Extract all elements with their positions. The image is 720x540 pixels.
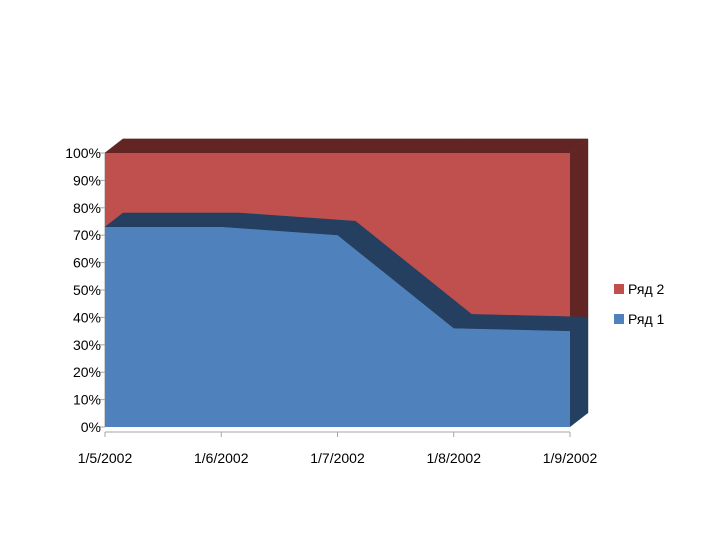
x-tick-label: 1/5/2002 — [78, 450, 133, 466]
y-tick-label: 90% — [73, 172, 101, 188]
y-tick-label: 0% — [81, 419, 101, 435]
y-tick-label: 50% — [73, 282, 101, 298]
legend-label-ряд-1: Ряд 1 — [628, 311, 665, 327]
y-tick-label: 40% — [73, 309, 101, 325]
y-tick-label: 100% — [65, 145, 101, 161]
x-tick-label: 1/7/2002 — [310, 450, 365, 466]
area-top-ряд-1 — [104, 212, 589, 332]
y-tick-label: 60% — [73, 255, 101, 271]
y-tick-label: 70% — [73, 227, 101, 243]
legend-swatch-ряд-2 — [614, 284, 624, 294]
legend-swatch-ряд-1 — [614, 314, 624, 324]
y-tick-label: 20% — [73, 364, 101, 380]
y-tick-label: 30% — [73, 337, 101, 353]
area-ряд-1 — [105, 226, 570, 427]
y-tick-label: 80% — [73, 200, 101, 216]
area-side-ряд-1 — [570, 317, 588, 427]
area-top-ряд-2 — [104, 138, 589, 154]
chart-areas — [104, 138, 589, 427]
legend: Ряд 2 Ряд 1 — [614, 281, 665, 327]
x-tick-label: 1/8/2002 — [427, 450, 482, 466]
y-axis: 0% 10% 20% 30% 40% 50% 60% 70% 80% 90% 100% — [65, 145, 105, 435]
x-tick-label: 1/9/2002 — [543, 450, 598, 466]
x-axis: 1/5/2002 1/6/2002 1/7/2002 1/8/2002 1/9/2002 — [78, 431, 598, 466]
legend-label-ряд-2: Ряд 2 — [628, 281, 665, 297]
area-side-ряд-2 — [570, 139, 588, 332]
y-tick-label: 10% — [73, 392, 101, 408]
area-ряд-2 — [105, 153, 570, 332]
x-tick-label: 1/6/2002 — [194, 450, 249, 466]
